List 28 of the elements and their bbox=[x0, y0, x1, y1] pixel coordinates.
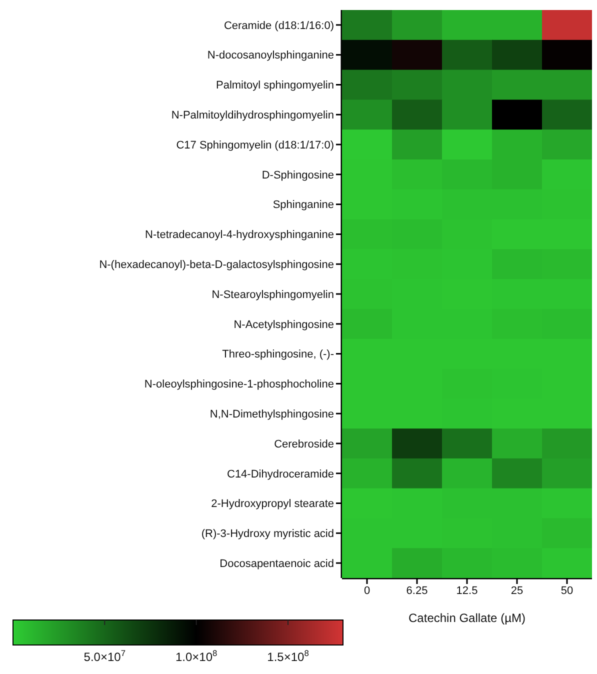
y-tick-label: Sphinganine bbox=[272, 199, 334, 212]
y-tick-label: N-Palmitoyldihydrosphingomyelin bbox=[171, 110, 334, 122]
color-bar-label: 1.5×10$^{8}$ bbox=[267, 648, 310, 664]
x-tick-label: 12.5 bbox=[456, 584, 478, 597]
y-tick-label: Palmitoyl sphingomyelin bbox=[216, 80, 334, 92]
y-tick-label: N-oleoylsphingosine-1-phosphocholine bbox=[144, 378, 334, 391]
y-tick-label: 2-Hydroxypropyl stearate bbox=[211, 498, 334, 510]
y-tick-label: D-Sphingosine bbox=[262, 169, 334, 182]
y-tick-label: Cerebroside bbox=[274, 438, 334, 450]
y-tick-label: Threo-sphingosine, (-)- bbox=[222, 348, 334, 361]
y-tick-label: N-Stearoylsphingomyelin bbox=[212, 288, 334, 301]
y-tick-label: Docosapentaenoic acid bbox=[220, 558, 334, 570]
x-tick-label: 25 bbox=[510, 584, 524, 597]
y-tick-label: (R)-3-Hydroxy myristic acid bbox=[201, 528, 334, 540]
x-tick-label: 6.25 bbox=[406, 584, 428, 597]
y-tick-label: N-docosanoylsphinganine bbox=[207, 50, 334, 62]
y-tick-label: N,N-Dimethylsphingosine bbox=[210, 408, 334, 420]
y-tick-label: N-(hexadecanoyl)-beta-D-galactosylsphingosine bbox=[99, 259, 334, 272]
y-tick-label: N-Acetylsphingosine bbox=[234, 318, 334, 331]
y-tick-label: Ceramide (d18:1/16:0) bbox=[224, 20, 334, 32]
x-tick-label: 0 bbox=[364, 584, 370, 597]
x-tick-label: 50 bbox=[560, 584, 574, 597]
y-tick-label: C17 Sphingomyelin (d18:1/17:0) bbox=[176, 139, 334, 152]
color-bar-label: 1.0×10$^{8}$ bbox=[175, 648, 218, 664]
x-axis-title: Catechin Gallate (µM) bbox=[408, 611, 526, 625]
y-tick-label: N-tetradecanoyl-4-hydroxysphinganine bbox=[145, 229, 334, 242]
y-tick-label: C14-Dihydroceramide bbox=[227, 468, 334, 480]
color-bar-label: 5.0×10$^{7}$ bbox=[84, 648, 126, 664]
